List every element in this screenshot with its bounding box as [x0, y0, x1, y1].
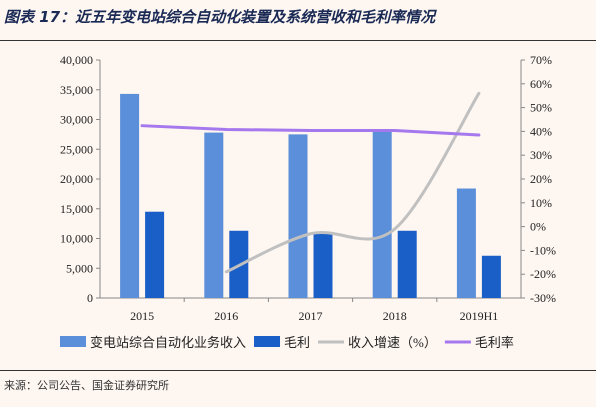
bar-gross-profit	[145, 211, 165, 298]
legend-label: 毛利	[284, 335, 310, 350]
left-tick-label: 10,000	[60, 232, 93, 246]
source-note: 来源：公司公告、国金证券研究所	[4, 379, 169, 392]
right-tick-label: 30%	[530, 148, 552, 162]
x-tick-label: 2019H1	[460, 309, 499, 323]
left-tick-label: 0	[87, 291, 93, 305]
bar-gross-profit	[481, 255, 501, 298]
x-tick-label: 2016	[214, 309, 238, 323]
left-tick-label: 30,000	[60, 113, 93, 127]
bar-gross-profit	[313, 231, 333, 298]
left-tick-label: 25,000	[60, 142, 93, 156]
bar-revenue	[120, 93, 140, 298]
bar-revenue	[372, 130, 392, 298]
left-tick-label: 5,000	[66, 261, 93, 275]
chart-title: 图表 17：近五年变电站综合自动化装置及系统营收和毛利率情况	[4, 8, 436, 26]
x-tick-label: 2017	[299, 309, 323, 323]
bar-revenue	[456, 188, 476, 298]
line-gross-margin	[140, 124, 481, 137]
footer-divider	[0, 370, 596, 371]
left-tick-label: 40,000	[60, 53, 93, 67]
right-tick-label: -30%	[530, 291, 556, 305]
legend-swatch	[254, 336, 281, 347]
right-tick-label: 40%	[530, 124, 552, 138]
left-tick-label: 35,000	[60, 83, 93, 97]
right-tick-label: 20%	[530, 172, 552, 186]
right-tick-label: 70%	[530, 53, 552, 67]
x-tick-label: 2015	[130, 309, 154, 323]
legend-label: 变电站综合自动化业务收入	[90, 335, 246, 350]
x-tick-label: 2018	[383, 309, 407, 323]
chart: 0 5,000 10,000 15,000 20,000 25,000 30,000 35,0…	[60, 53, 556, 350]
legend-swatch	[60, 336, 86, 347]
left-tick-label: 20,000	[60, 172, 93, 186]
right-tick-label: 0%	[530, 220, 546, 234]
right-tick-label: -20%	[530, 267, 556, 281]
right-tick-label: -10%	[530, 243, 556, 257]
title-divider	[0, 40, 596, 41]
legend-label: 收入增速（%）	[348, 335, 437, 350]
left-tick-label: 15,000	[60, 202, 93, 216]
right-tick-label: 50%	[530, 101, 552, 115]
bar-revenue	[204, 132, 224, 298]
line-revenue-growth	[224, 91, 481, 274]
legend-label: 毛利率	[475, 335, 514, 350]
bar-gross-profit	[397, 230, 417, 298]
right-tick-label: 10%	[530, 196, 552, 210]
right-tick-label: 60%	[530, 77, 552, 91]
bar-revenue	[288, 134, 308, 298]
